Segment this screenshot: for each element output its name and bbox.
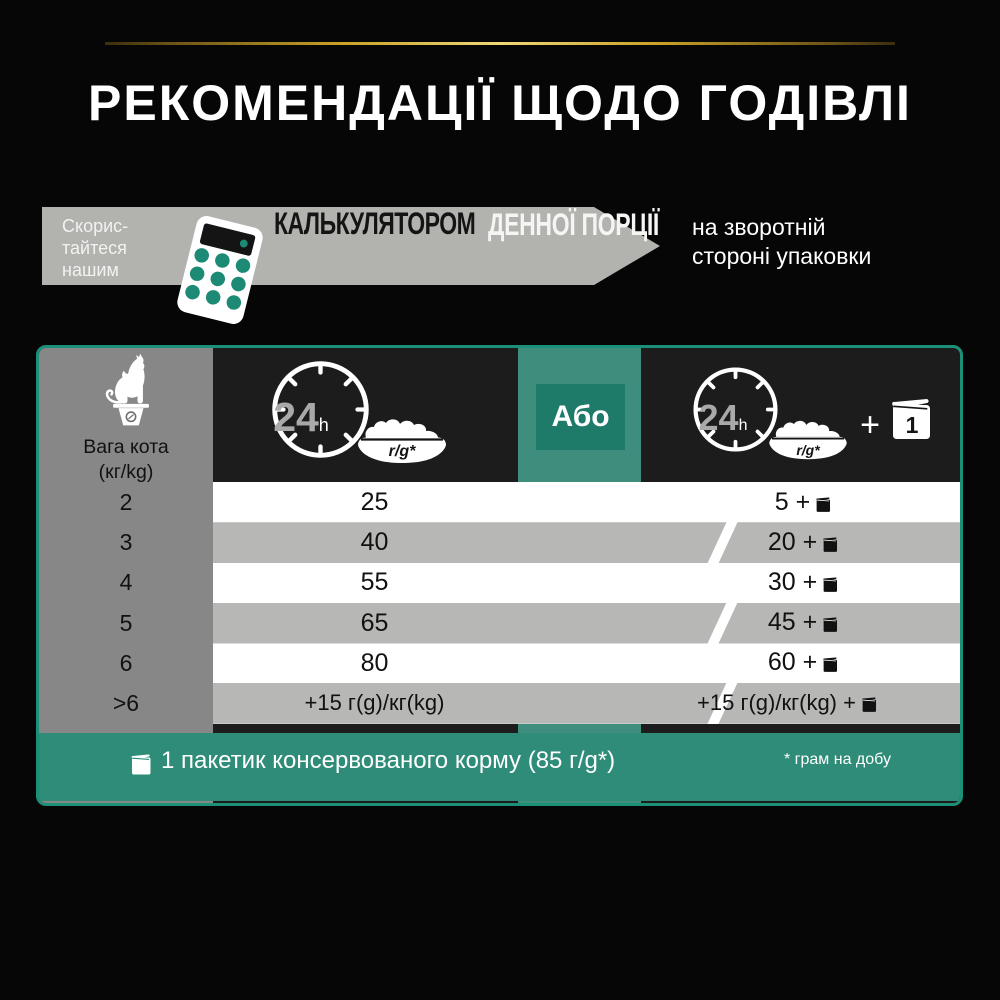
svg-text:1: 1 <box>906 412 919 438</box>
